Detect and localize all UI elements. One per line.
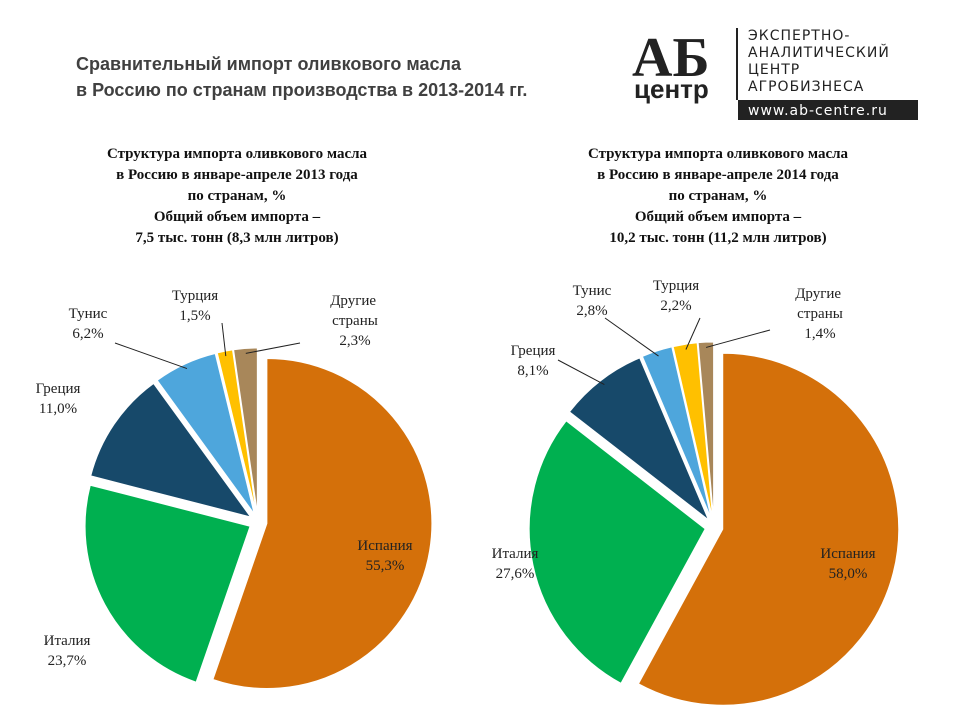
pie-slice <box>637 352 900 706</box>
label-word: страны <box>332 313 378 329</box>
label-word: страны <box>797 306 843 322</box>
value-label: 2,8% <box>576 303 607 319</box>
value-label: 8,1% <box>517 363 548 379</box>
logo-line: АГРОБИЗНЕСА <box>748 79 864 95</box>
label-word: Другие <box>795 286 845 302</box>
pie-slice <box>233 347 258 514</box>
value-label: 11,0% <box>39 401 77 417</box>
logo-line: ЦЕНТР <box>748 62 800 78</box>
logo-url: www.ab-centre.ru <box>748 103 888 119</box>
label-word: Другие <box>330 293 380 309</box>
slice-label: Италия <box>44 633 91 649</box>
value-label: 2,3% <box>339 333 370 349</box>
value-label: 23,7% <box>48 653 87 669</box>
slice-label: Греция <box>511 343 556 359</box>
leader-line <box>221 322 227 357</box>
chart-title: в Россию в январе-апреле 2013 года <box>116 167 358 183</box>
logo: АБ центр ЭКСПЕРТНО- АНАЛИТИЧЕСКИЙ ЦЕНТР … <box>632 27 918 120</box>
chart-title: Структура импорта оливкового масла <box>107 146 368 162</box>
chart-title: в Россию в январе-апреле 2014 года <box>597 167 839 183</box>
slice-label: Турция <box>653 278 699 294</box>
pie-slice <box>156 352 255 515</box>
value-label: 55,3% <box>366 558 405 574</box>
slice-label: Другие страны <box>795 286 845 322</box>
title-line: Сравнительный импорт оливкового масла <box>76 54 462 74</box>
leader-line <box>114 342 188 370</box>
chart-title: Структура импорта оливкового масла <box>588 146 849 162</box>
chart-title: по странам, % <box>669 188 768 204</box>
pie-slice <box>672 342 714 519</box>
slice-label: Тунис <box>573 283 612 299</box>
value-label: 1,5% <box>179 308 210 324</box>
slice-label: Греция <box>36 381 81 397</box>
pie-slice <box>212 357 433 689</box>
pie-slice <box>697 341 715 519</box>
slice-label: Другие страны <box>330 293 380 329</box>
chart-title: Общий объем импорта – <box>635 209 802 225</box>
logo-mark: АБ <box>632 27 709 89</box>
leader-line <box>557 359 605 386</box>
chart-title: Общий объем импорта – <box>154 209 321 225</box>
chart-title: по странам, % <box>188 188 287 204</box>
value-label: 1,4% <box>804 326 835 342</box>
value-label: 6,2% <box>72 326 103 342</box>
value-label: 27,6% <box>496 566 535 582</box>
pie-slice <box>84 484 251 683</box>
leader-line <box>705 329 771 348</box>
slice-label: Испания <box>357 538 412 554</box>
slice-label: Турция <box>172 288 218 304</box>
pie-slice <box>641 346 712 519</box>
slice-label: Тунис <box>69 306 108 322</box>
leader-line <box>685 317 701 350</box>
chart-title: 10,2 тыс. тонн (11,2 млн литров) <box>609 230 826 246</box>
slice-label: Италия <box>492 546 539 562</box>
chart-title: 7,5 тыс. тонн (8,3 млн литров) <box>135 230 338 246</box>
logo-url-box <box>738 100 918 120</box>
pie-slice <box>528 420 706 685</box>
logo-word: центр <box>634 74 709 104</box>
value-label: 58,0% <box>829 566 868 582</box>
logo-line: ЭКСПЕРТНО- <box>748 28 850 44</box>
value-label: 2,2% <box>660 298 691 314</box>
leader-line <box>604 317 659 357</box>
pie-slice <box>568 357 710 522</box>
title-line: в Россию по странам производства в 2013-… <box>76 80 527 100</box>
pie-slice <box>90 382 252 518</box>
slice-label: Испания <box>820 546 875 562</box>
logo-line: АНАЛИТИЧЕСКИЙ <box>748 43 890 61</box>
leader-line <box>245 342 301 354</box>
